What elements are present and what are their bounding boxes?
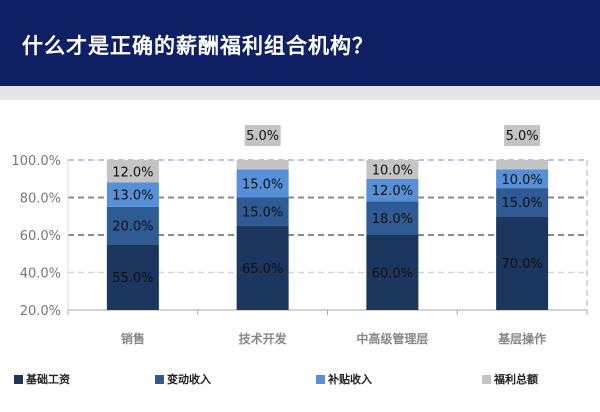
data-label: 15.0% bbox=[501, 196, 542, 211]
x-category-label: 销售 bbox=[121, 331, 145, 346]
y-tick-label: 60.0% bbox=[20, 229, 61, 244]
x-category-label: 技术开发 bbox=[239, 331, 288, 346]
legend-swatch bbox=[316, 374, 325, 384]
y-tick-label: 80.0% bbox=[20, 192, 61, 207]
data-label: 5.0% bbox=[506, 129, 539, 144]
bar-segment bbox=[496, 216, 549, 310]
legend-swatch bbox=[482, 374, 491, 384]
y-tick-label: 100.0% bbox=[11, 154, 61, 169]
bar-segment bbox=[236, 169, 289, 198]
data-label: 65.0% bbox=[242, 262, 283, 277]
data-label: 13.0% bbox=[112, 189, 153, 204]
data-label-box bbox=[504, 125, 541, 146]
data-label: 12.0% bbox=[112, 165, 153, 180]
bar-segment bbox=[106, 244, 159, 310]
divider-band bbox=[0, 86, 600, 100]
data-label: 70.0% bbox=[501, 257, 542, 272]
bar-segment bbox=[496, 160, 549, 170]
data-label: 5.0% bbox=[246, 129, 279, 144]
legend-item: 基础工资 bbox=[14, 371, 70, 387]
data-label: 12.0% bbox=[372, 184, 413, 199]
bar-segment bbox=[366, 201, 419, 235]
data-label: 10.0% bbox=[372, 163, 413, 178]
data-label: 20.0% bbox=[112, 220, 153, 235]
page-title: 什么才是正确的薪酬福利组合机构？ bbox=[22, 34, 374, 58]
legend-item: 补贴收入 bbox=[316, 371, 372, 387]
title-bar: 什么才是正确的薪酬福利组合机构？ bbox=[0, 0, 600, 86]
y-tick-label: 20.0% bbox=[20, 304, 61, 319]
legend-label: 补贴收入 bbox=[328, 373, 372, 386]
bar-segment bbox=[496, 188, 549, 217]
bar-segment bbox=[106, 206, 159, 245]
bar-segment bbox=[106, 182, 159, 207]
bar-segment bbox=[236, 225, 289, 310]
y-tick-label: 40.0% bbox=[20, 267, 61, 282]
data-label: 60.0% bbox=[372, 267, 413, 282]
data-label: 15.0% bbox=[242, 177, 283, 192]
legend-swatch bbox=[155, 374, 164, 384]
data-label: 55.0% bbox=[112, 271, 153, 286]
data-label: 18.0% bbox=[372, 212, 413, 227]
bar-segment bbox=[236, 197, 289, 226]
bar-segment bbox=[496, 169, 549, 189]
bar-segment bbox=[366, 235, 419, 310]
data-label: 10.0% bbox=[501, 173, 542, 188]
bar-segment bbox=[236, 160, 289, 170]
legend-item: 福利总额 bbox=[482, 371, 538, 387]
data-label: 15.0% bbox=[242, 206, 283, 221]
bar-segment bbox=[106, 160, 159, 183]
bar-segment bbox=[366, 160, 419, 179]
legend-label: 福利总额 bbox=[494, 373, 538, 386]
legend-label: 变动收入 bbox=[167, 373, 211, 386]
legend-item: 变动收入 bbox=[155, 371, 211, 387]
data-label-box bbox=[244, 125, 281, 146]
legend-label: 基础工资 bbox=[26, 373, 70, 386]
x-category-label: 基层操作 bbox=[497, 331, 546, 346]
x-category-label: 中高级管理层 bbox=[356, 331, 428, 346]
bar-segment bbox=[366, 178, 419, 202]
legend-swatch bbox=[14, 374, 23, 384]
